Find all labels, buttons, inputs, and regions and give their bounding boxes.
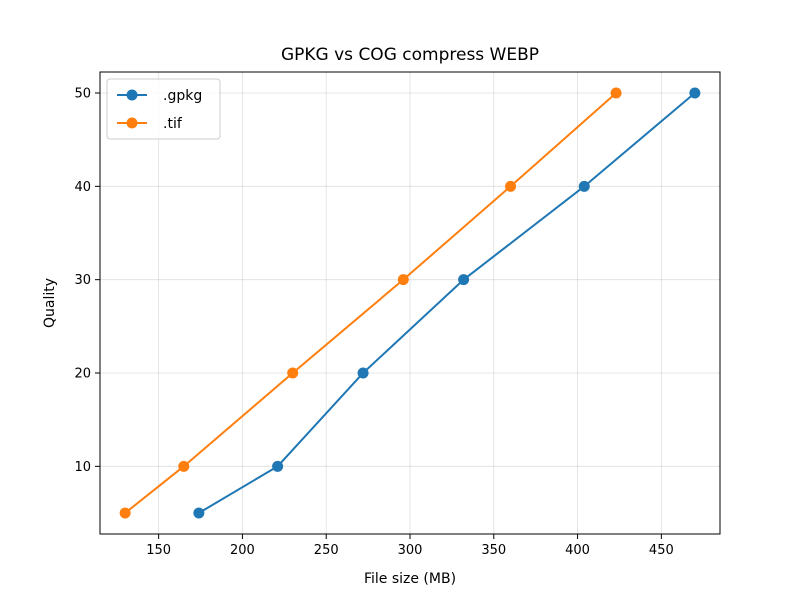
- x-tick-label: 150: [146, 543, 171, 558]
- x-tick-label: 200: [230, 543, 255, 558]
- legend-marker: [126, 117, 138, 129]
- y-tick-label: 20: [74, 367, 91, 382]
- data-point: [178, 460, 190, 472]
- legend-label: .gpkg: [163, 88, 202, 104]
- y-tick-label: 30: [74, 273, 91, 288]
- data-point: [357, 367, 369, 379]
- data-point: [287, 367, 299, 379]
- data-point: [610, 87, 622, 99]
- legend-marker: [126, 89, 138, 101]
- chart-title: GPKG vs COG compress WEBP: [281, 45, 539, 65]
- y-tick-label: 50: [74, 87, 91, 102]
- data-point: [505, 180, 517, 192]
- x-tick-label: 350: [481, 543, 506, 558]
- series-line: [124, 92, 617, 514]
- x-axis-label: File size (MB): [364, 571, 456, 587]
- grid: [100, 72, 720, 534]
- data-point: [193, 507, 205, 519]
- legend: .gpkg .tif: [106, 78, 221, 140]
- data-point: [272, 460, 284, 472]
- data-point: [689, 87, 701, 99]
- y-axis-label: Quality: [42, 278, 58, 328]
- y-tick-label: 10: [74, 460, 91, 475]
- data-point: [578, 180, 590, 192]
- data-point: [397, 274, 409, 286]
- ticks: 150 200 250 300 350 400 450 10 20 30 40 50: [74, 87, 673, 559]
- x-tick-label: 300: [398, 543, 423, 558]
- legend-label: .tif: [163, 116, 183, 132]
- series-layer: [119, 87, 701, 519]
- data-point: [119, 507, 131, 519]
- data-point: [458, 274, 470, 286]
- series-line: [198, 92, 696, 514]
- x-tick-label: 250: [314, 543, 339, 558]
- x-tick-label: 400: [565, 543, 590, 558]
- y-tick-label: 40: [74, 180, 91, 195]
- x-tick-label: 450: [649, 543, 674, 558]
